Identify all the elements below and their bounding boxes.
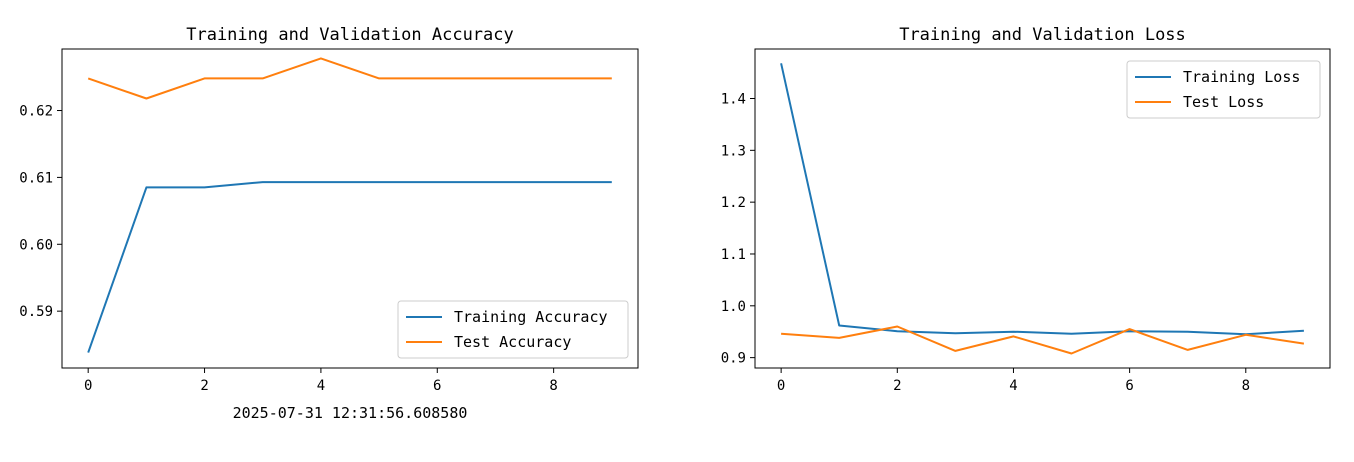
x-tick-label: 6 (433, 378, 441, 394)
x-tick-label: 8 (1242, 378, 1250, 394)
y-tick-label: 1.2 (721, 195, 746, 211)
x-tick-label: 2 (200, 378, 208, 394)
y-tick-label: 0.61 (19, 170, 53, 186)
series-line-training-accuracy (87, 181, 612, 353)
chart-title: Training and Validation Loss (899, 25, 1186, 45)
legend: Training Loss Test Loss (1126, 60, 1321, 119)
legend: Training Accuracy Test Accuracy (397, 300, 629, 359)
y-tick-label: 0.9 (721, 351, 746, 367)
plot-frame (754, 48, 1331, 369)
accuracy-chart: Training and Validation Accuracy 0 2 4 6 8 0.5… (19, 25, 639, 394)
legend-box (1126, 60, 1321, 119)
y-tick-label: 1.4 (721, 91, 746, 107)
chart-title: Training and Validation Accuracy (186, 25, 514, 45)
x-tick-label: 0 (777, 378, 785, 394)
x-tick-label: 8 (549, 378, 557, 394)
plot-frame (61, 48, 639, 369)
legend-label: Test Loss (1183, 93, 1264, 111)
y-tick-label: 0.60 (19, 237, 53, 253)
legend-label: Training Accuracy (454, 308, 608, 326)
x-tick-label: 2 (893, 378, 901, 394)
y-tick-label: 0.59 (19, 304, 53, 320)
legend-label: Test Accuracy (454, 333, 571, 351)
series-line-test-accuracy (87, 57, 612, 100)
series-line-test-loss (781, 325, 1305, 355)
footer-timestamp: 2025-07-31 12:31:56.608580 (233, 404, 468, 422)
y-tick-label: 1.3 (721, 143, 746, 159)
y-tick-label: 1.1 (721, 247, 746, 263)
y-tick-label: 0.62 (19, 104, 53, 120)
legend-box (397, 300, 629, 359)
x-tick-label: 6 (1125, 378, 1133, 394)
loss-chart: Training and Validation Loss 0 2 4 6 8 0.9 1.0 1… (721, 25, 1331, 394)
x-tick-label: 4 (317, 378, 325, 394)
series-line-training-loss (780, 63, 1304, 336)
y-tick-label: 1.0 (721, 299, 746, 315)
x-tick-label: 4 (1009, 378, 1017, 394)
legend-label: Training Loss (1183, 68, 1300, 86)
x-tick-label: 0 (84, 378, 92, 394)
